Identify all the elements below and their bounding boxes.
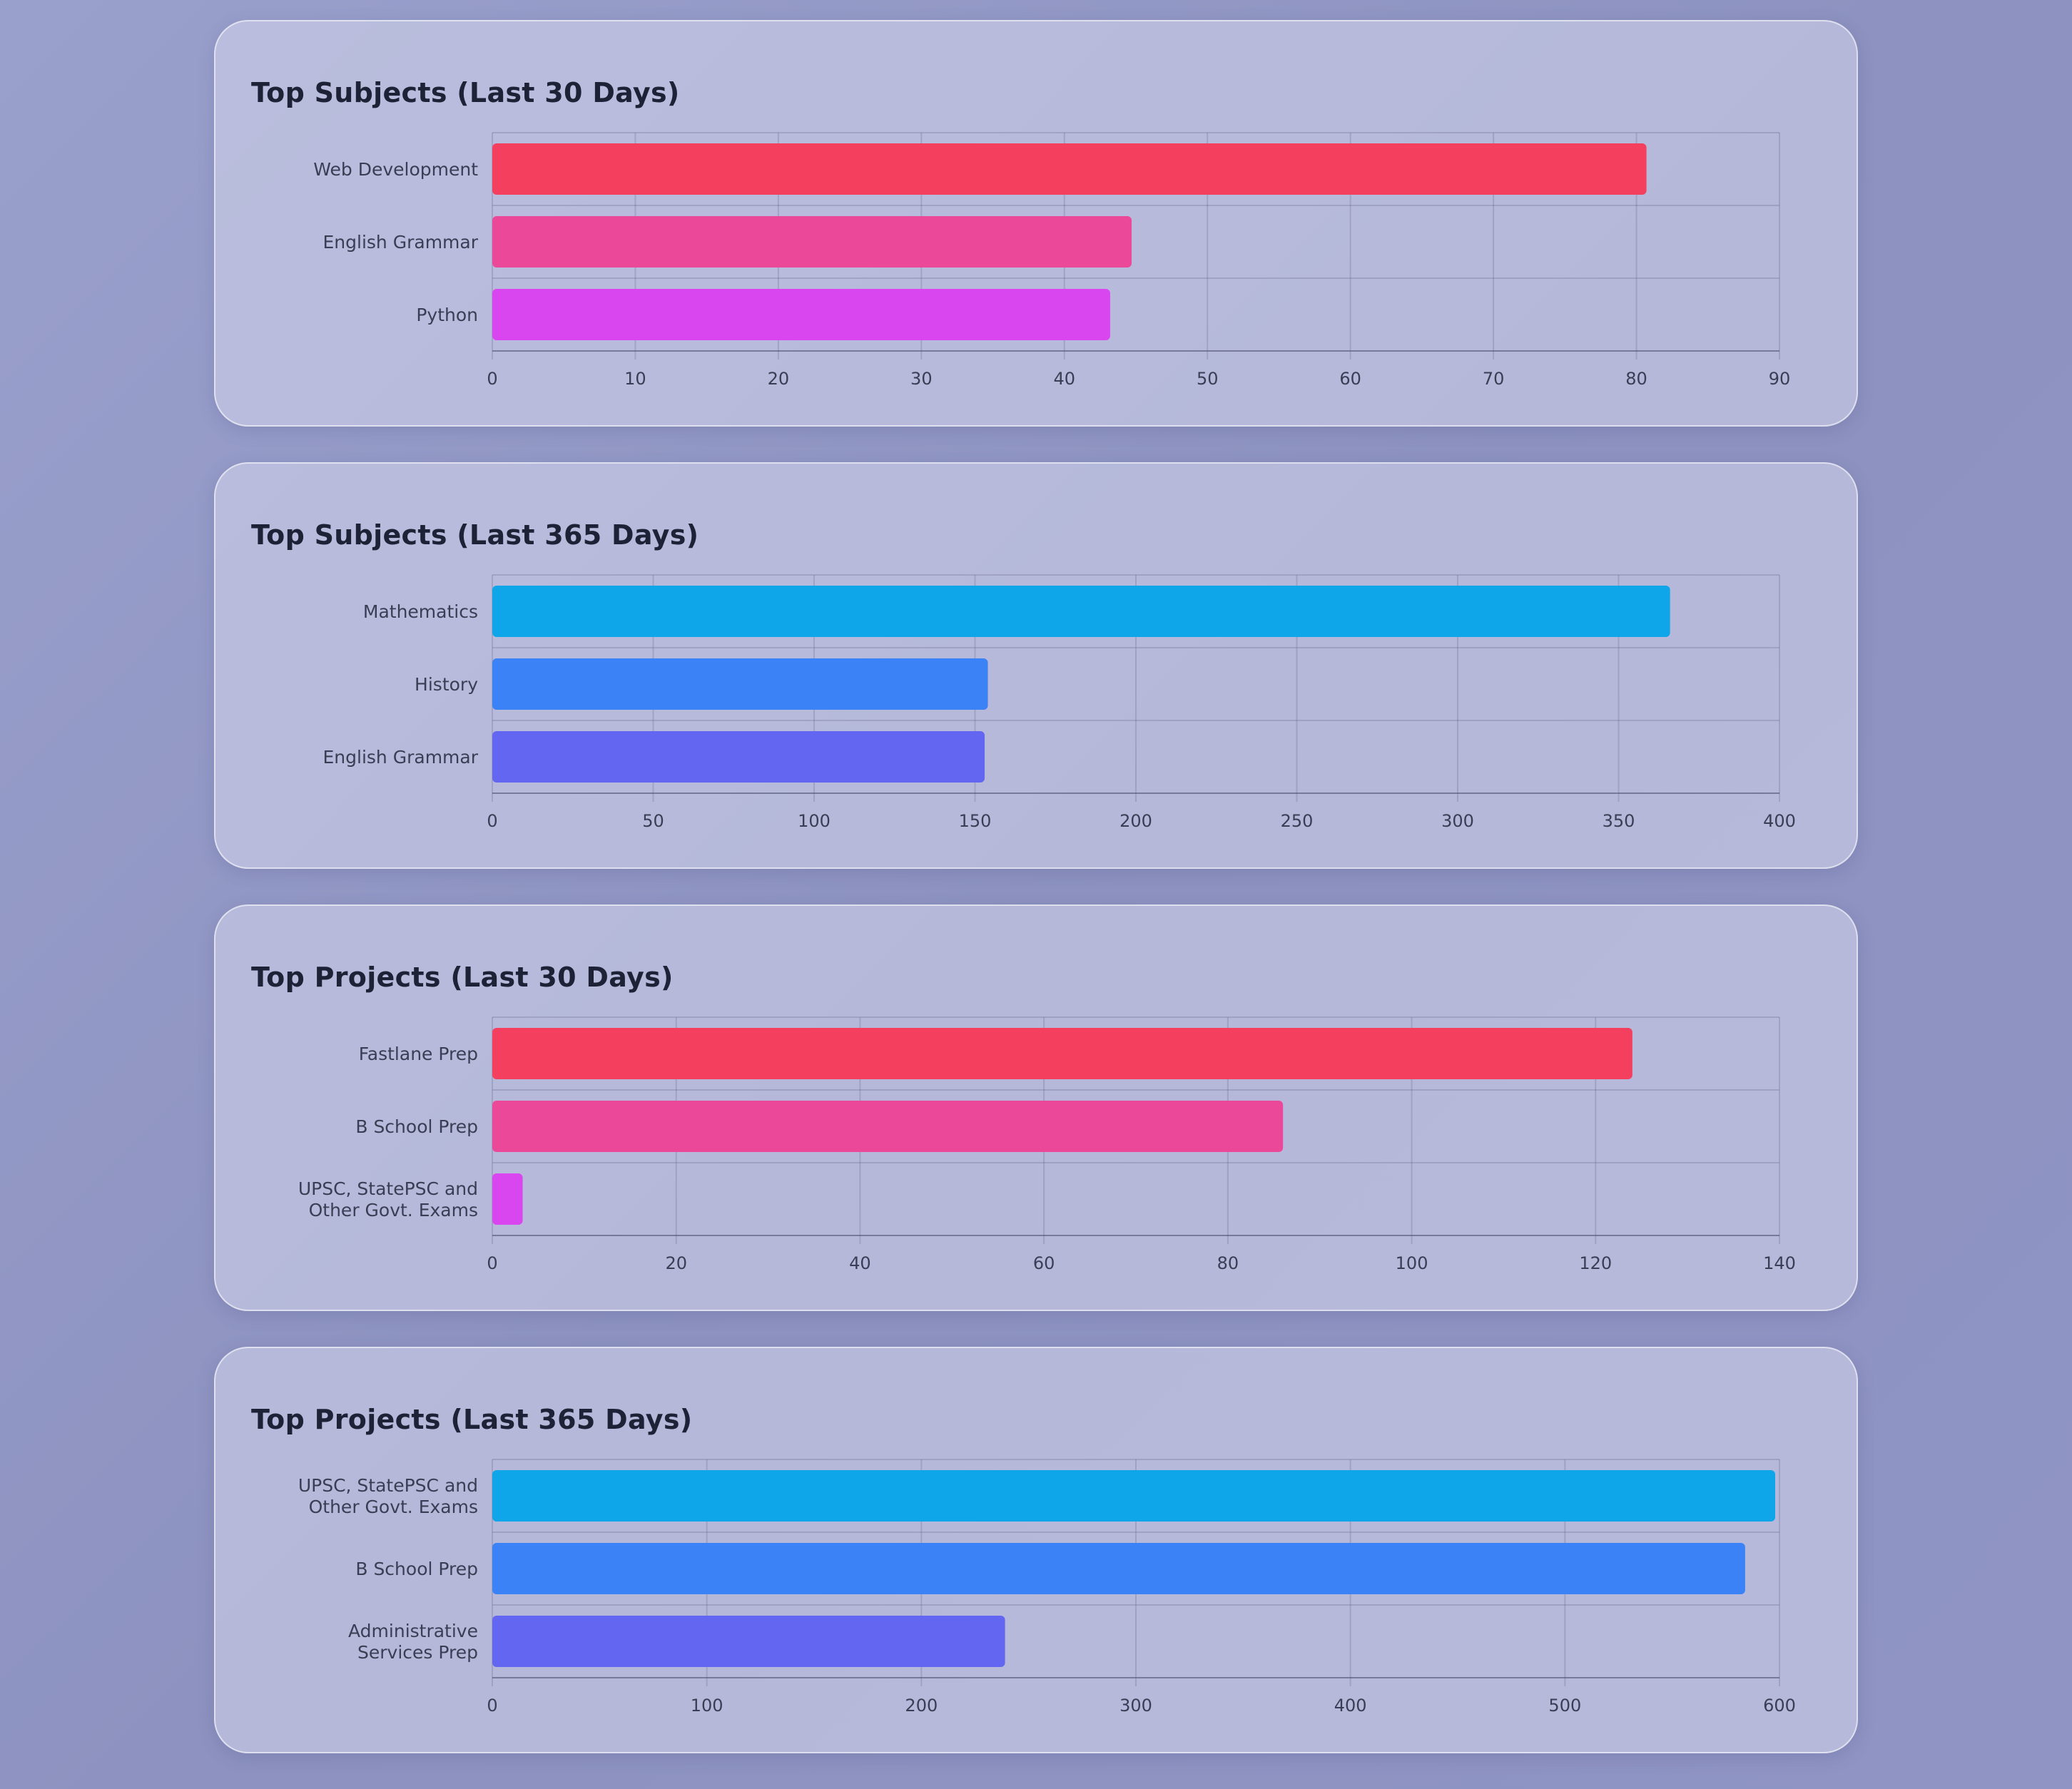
bar-chart-projects-365: UPSC, StatePSC and Other Govt. Exams B Sch… bbox=[298, 1459, 1796, 1716]
chart-title: Top Projects (Last 30 Days) bbox=[251, 962, 674, 993]
bar bbox=[492, 1101, 1284, 1152]
tick-label: 40 bbox=[849, 1253, 871, 1273]
chart-title: Top Projects (Last 365 Days) bbox=[251, 1404, 693, 1435]
bar bbox=[492, 143, 1647, 195]
bar bbox=[492, 586, 1670, 637]
category-label: English Grammar bbox=[323, 747, 479, 768]
tick-label: 0 bbox=[487, 1696, 497, 1716]
tick-label: 300 bbox=[1119, 1696, 1152, 1716]
tick-label: 70 bbox=[1483, 369, 1505, 389]
tick-label: 400 bbox=[1334, 1696, 1367, 1716]
bar bbox=[492, 658, 988, 710]
tick-label: 20 bbox=[665, 1253, 687, 1273]
bar bbox=[492, 1616, 1005, 1667]
tick-label: 400 bbox=[1763, 811, 1796, 831]
category-label: UPSC, StatePSC and Other Govt. Exams bbox=[298, 1178, 478, 1220]
tick-label: 600 bbox=[1763, 1696, 1796, 1716]
tick-label: 50 bbox=[642, 811, 664, 831]
chart-card-projects-30: Top Projects (Last 30 Days) Fastlane Pre… bbox=[214, 904, 1858, 1311]
tick-label: 100 bbox=[691, 1696, 723, 1716]
chart-card-subjects-30: Top Subjects (Last 30 Days) Web Developm… bbox=[214, 20, 1858, 427]
category-label: Python bbox=[416, 305, 478, 325]
category-label: Administrative Services Prep bbox=[348, 1621, 478, 1663]
tick-label: 0 bbox=[487, 369, 497, 389]
chart-title: Top Subjects (Last 365 Days) bbox=[251, 519, 699, 551]
chart-card-projects-365: Top Projects (Last 365 Days) UPSC, State… bbox=[214, 1347, 1858, 1753]
bar-chart-subjects-30: Web Development English Grammar Python 0 10 2… bbox=[313, 132, 1791, 389]
tick-label: 60 bbox=[1033, 1253, 1055, 1273]
chart-card-subjects-365: Top Subjects (Last 365 Days) Mathematics… bbox=[214, 462, 1858, 869]
tick-label: 60 bbox=[1339, 369, 1361, 389]
category-label: B School Prep bbox=[355, 1559, 478, 1579]
bar bbox=[492, 1470, 1775, 1522]
tick-label: 200 bbox=[905, 1696, 938, 1716]
tick-label: 200 bbox=[1119, 811, 1152, 831]
bar bbox=[492, 1028, 1632, 1079]
category-label: UPSC, StatePSC and Other Govt. Exams bbox=[298, 1475, 478, 1517]
tick-label: 500 bbox=[1548, 1696, 1581, 1716]
tick-label: 0 bbox=[487, 1253, 497, 1273]
tick-label: 40 bbox=[1054, 369, 1076, 389]
tick-label: 0 bbox=[487, 811, 497, 831]
tick-label: 10 bbox=[624, 369, 646, 389]
tick-label: 140 bbox=[1763, 1253, 1796, 1273]
tick-label: 80 bbox=[1217, 1253, 1239, 1273]
bar bbox=[492, 216, 1132, 267]
tick-label: 100 bbox=[798, 811, 831, 831]
category-label: B School Prep bbox=[355, 1116, 478, 1137]
tick-label: 50 bbox=[1197, 369, 1219, 389]
bar bbox=[492, 731, 985, 783]
category-label: English Grammar bbox=[323, 232, 479, 253]
category-label: Web Development bbox=[313, 159, 478, 180]
bar-chart-subjects-365: Mathematics History English Grammar 0 50 100 1… bbox=[323, 574, 1796, 831]
tick-label: 90 bbox=[1769, 369, 1791, 389]
tick-label: 300 bbox=[1441, 811, 1474, 831]
bar bbox=[492, 1173, 523, 1225]
bar bbox=[492, 1543, 1745, 1594]
tick-label: 150 bbox=[959, 811, 992, 831]
category-label: History bbox=[415, 674, 478, 695]
category-label: Fastlane Prep bbox=[359, 1044, 478, 1064]
tick-label: 250 bbox=[1281, 811, 1314, 831]
bar-chart-projects-30: Fastlane Prep B School Prep UPSC, StatePSC… bbox=[298, 1016, 1796, 1273]
tick-label: 100 bbox=[1396, 1253, 1428, 1273]
tick-label: 30 bbox=[910, 369, 933, 389]
tick-label: 80 bbox=[1625, 369, 1647, 389]
tick-label: 350 bbox=[1603, 811, 1635, 831]
bar bbox=[492, 289, 1110, 340]
category-label: Mathematics bbox=[363, 601, 478, 622]
tick-label: 120 bbox=[1579, 1253, 1612, 1273]
chart-title: Top Subjects (Last 30 Days) bbox=[251, 77, 680, 108]
tick-label: 20 bbox=[768, 369, 790, 389]
